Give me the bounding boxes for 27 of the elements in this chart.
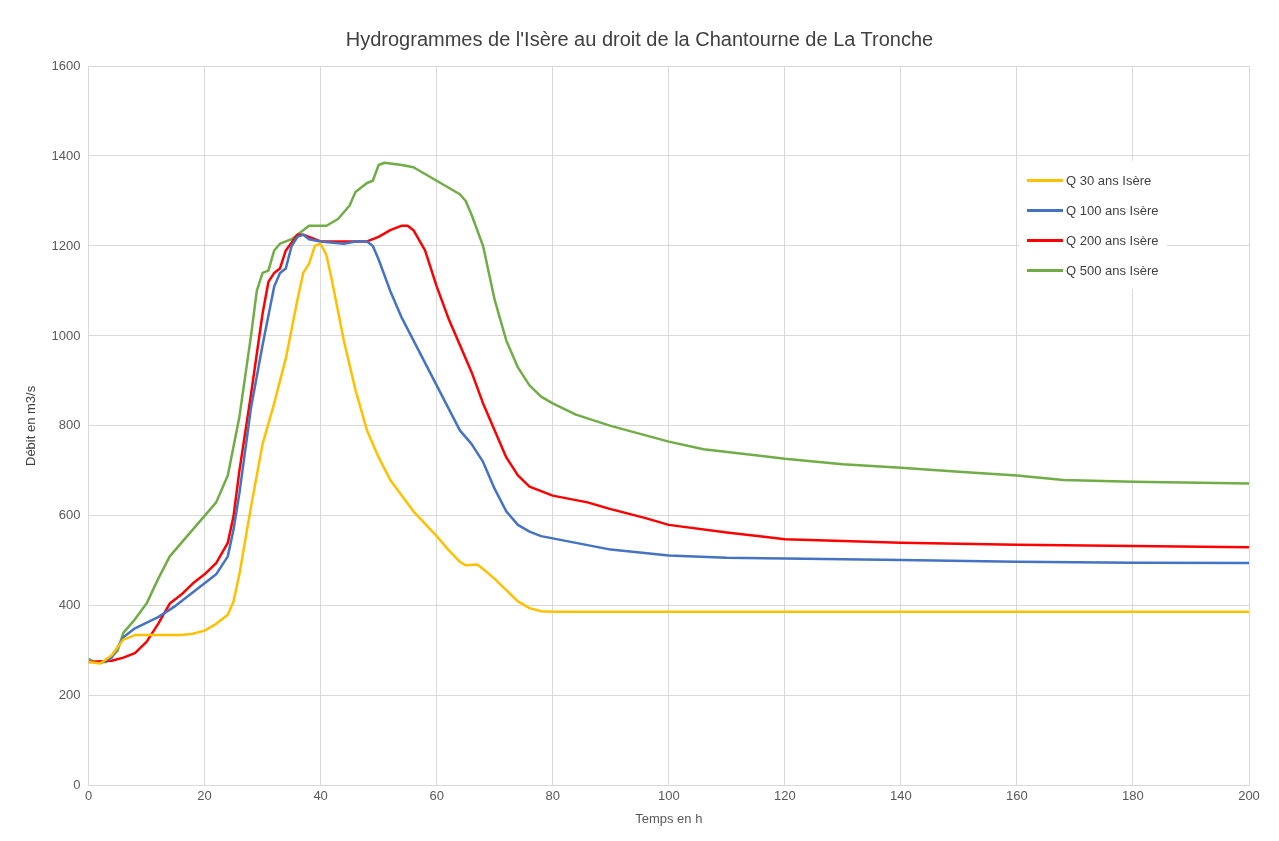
y-tick-label: 200 xyxy=(58,687,81,703)
y-tick-label: 1600 xyxy=(51,57,81,73)
y-tick-label: 800 xyxy=(58,417,81,433)
x-tick-label: 200 xyxy=(1238,788,1260,804)
legend-label: Q 200 ans Isère xyxy=(1066,232,1159,248)
legend-label: Q 30 ans Isère xyxy=(1066,172,1152,188)
x-tick-label: 0 xyxy=(84,788,93,804)
x-tick-label: 120 xyxy=(773,788,796,804)
x-tick-label: 160 xyxy=(1006,788,1028,804)
y-axis-title: Débit en m3/s xyxy=(23,385,39,466)
chart-title: Hydrogrammes de l'Isère au droit de la Chantourne de La Tronche xyxy=(344,28,935,51)
legend-label: Q 100 ans Isère xyxy=(1066,202,1159,218)
y-tick-label: 600 xyxy=(58,507,81,523)
x-tick-label: 100 xyxy=(657,788,680,804)
y-tick-label: 0 xyxy=(73,777,81,793)
x-tick-label: 80 xyxy=(545,788,560,804)
x-axis-title: Temps en h xyxy=(635,810,703,826)
y-tick-label: 400 xyxy=(58,597,81,613)
y-tick-label: 1000 xyxy=(51,327,81,343)
x-tick-label: 180 xyxy=(1122,788,1144,804)
x-tick-label: 140 xyxy=(890,788,912,804)
y-tick-label: 1200 xyxy=(51,237,81,253)
x-tick-label: 20 xyxy=(197,788,212,804)
x-tick-label: 60 xyxy=(429,788,444,804)
x-tick-label: 40 xyxy=(313,788,328,804)
legend-label: Q 500 ans Isère xyxy=(1066,262,1159,278)
y-tick-label: 1400 xyxy=(51,147,81,163)
